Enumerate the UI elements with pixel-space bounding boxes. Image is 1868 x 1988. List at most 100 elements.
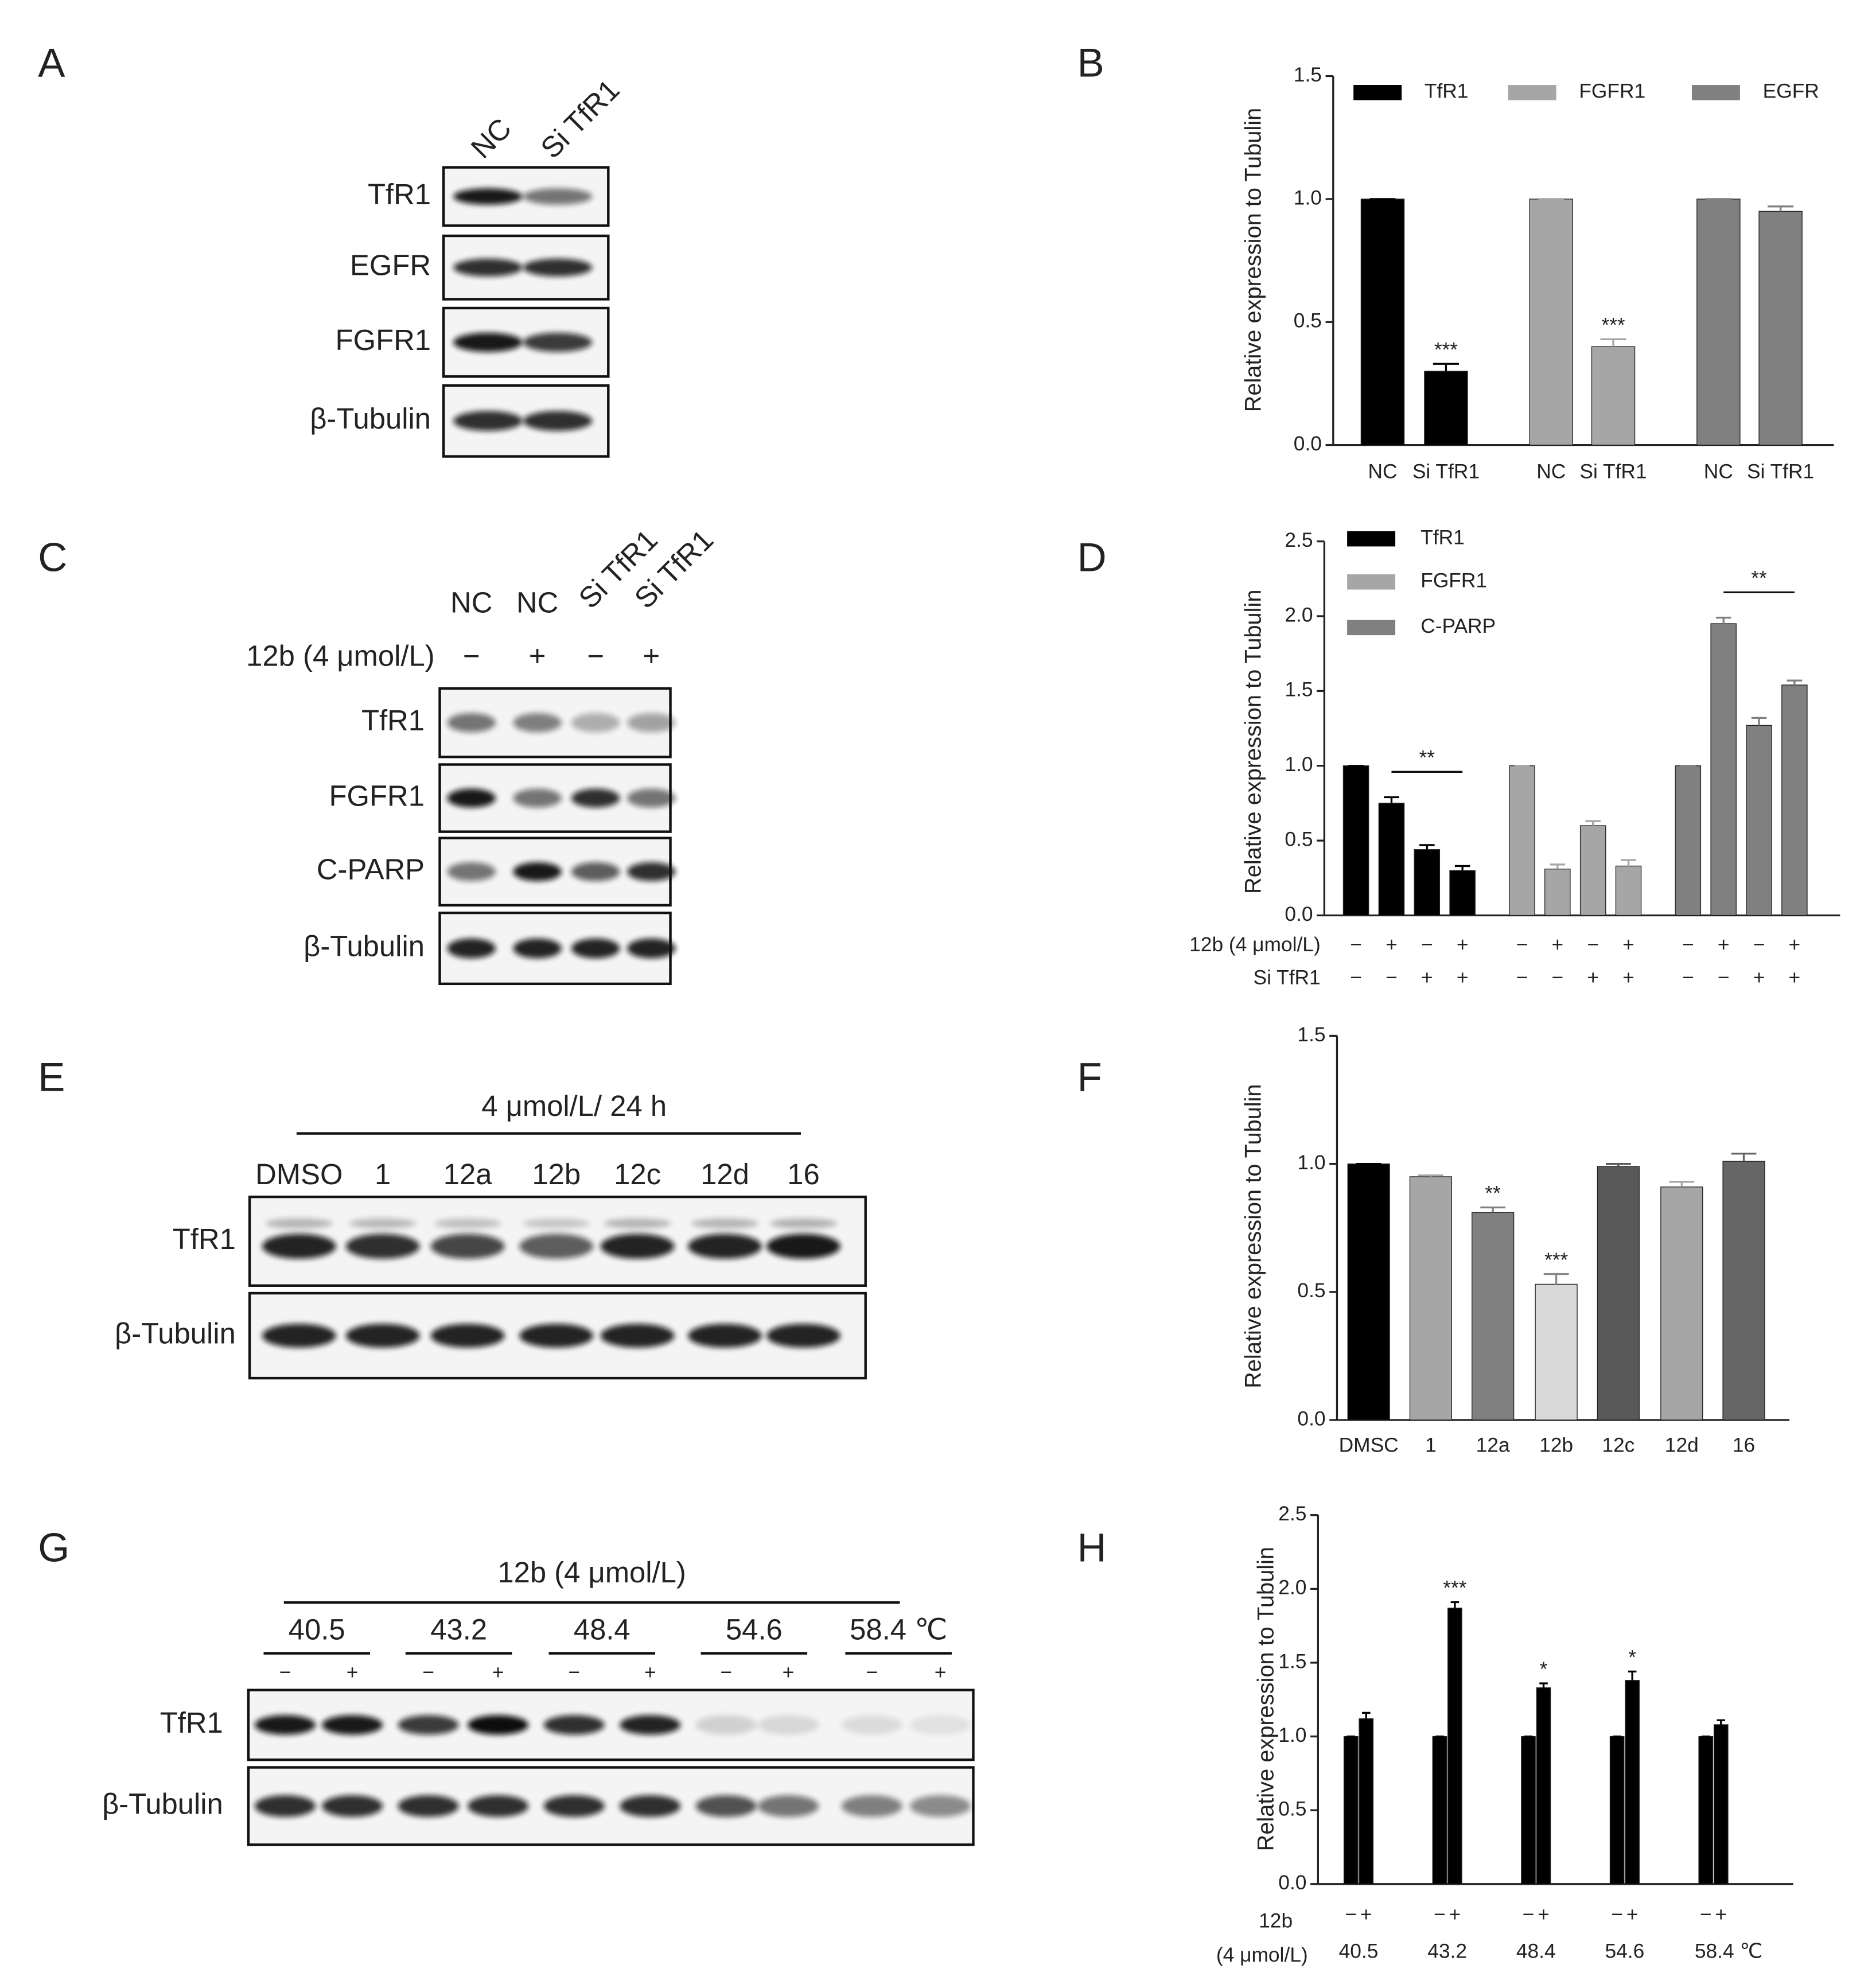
blot-band [430, 1234, 505, 1259]
row-sign: + [1587, 966, 1599, 989]
y-tick-label: 1.0 [1278, 1724, 1306, 1746]
error-bar [1543, 1273, 1569, 1285]
x-tick-label: + [1715, 1903, 1727, 1925]
legend-swatch [1347, 620, 1396, 636]
bar [1696, 199, 1741, 446]
panel-label: C [38, 534, 67, 579]
blot-band [523, 332, 593, 352]
row-sign: + [1753, 966, 1765, 989]
row-sign: − [1516, 933, 1528, 956]
bar [1359, 1718, 1374, 1885]
error-bar [1419, 844, 1435, 850]
blot-band [519, 1234, 594, 1259]
row-sign: + [1718, 933, 1730, 956]
y-tick-label: 0.0 [1278, 1872, 1306, 1894]
panel-label: F [1077, 1054, 1102, 1099]
blot-row-label: β-Tubulin [303, 929, 425, 962]
bar [1360, 199, 1405, 446]
treatment-sign: + [529, 639, 546, 672]
treatment-sign: − [568, 1661, 580, 1683]
x-tick-label: NC [1536, 461, 1566, 483]
row-label: 12b (4 μmol/L) [1189, 933, 1321, 956]
lane-label: DMSO [255, 1158, 343, 1191]
error-bar [1384, 796, 1399, 803]
bar [1713, 1724, 1729, 1885]
y-tick-label: 2.5 [1285, 529, 1313, 551]
x-tick-label: − [1700, 1903, 1712, 1925]
blot-band [766, 1234, 840, 1259]
row-sign: + [1457, 933, 1469, 956]
temperature-label: 43.2 [430, 1613, 487, 1645]
x-tick-label: 12b [1539, 1434, 1573, 1457]
blot-row-label: TfR1 [361, 704, 425, 737]
y-axis-label: Relative expression to Tubulin [1240, 108, 1266, 412]
treatment-sign: + [644, 1661, 656, 1683]
temperature-label: 48.4 [574, 1613, 631, 1645]
panel-label: E [38, 1054, 65, 1099]
error-bar [1731, 1153, 1757, 1162]
lane-label: 12d [701, 1158, 749, 1191]
error-bar [1751, 717, 1767, 726]
row-label: (4 μmol/L) [1216, 1944, 1308, 1966]
blot-band [453, 411, 523, 431]
legend-label: TfR1 [1421, 527, 1465, 549]
significance-label: ** [1485, 1182, 1501, 1205]
blot-band [571, 713, 620, 733]
treatment-sign: − [422, 1661, 434, 1683]
significance-label: * [1540, 1658, 1548, 1680]
y-tick-label: 1.5 [1297, 1024, 1325, 1046]
legend-label: FGFR1 [1579, 80, 1645, 103]
blot-band [523, 188, 593, 205]
treatment-sign: − [279, 1661, 291, 1683]
row-label: Si TfR1 [1254, 966, 1321, 989]
x-tick-label: − [1611, 1903, 1623, 1925]
row-sign: + [1622, 966, 1635, 989]
y-tick-label: 1.5 [1285, 679, 1313, 701]
legend-swatch [1353, 85, 1402, 100]
bar [1347, 1163, 1390, 1421]
blot-band [691, 1218, 758, 1229]
x-tick-label: − [1523, 1903, 1535, 1925]
x-tick-label: Si TfR1 [1579, 461, 1647, 483]
temperature-label: 40.5 [289, 1613, 345, 1645]
x-tick-label: + [1360, 1903, 1372, 1925]
y-tick-label: 2.0 [1285, 604, 1313, 626]
error-bar [1669, 1181, 1695, 1187]
blot-band [695, 1795, 757, 1817]
blot-header: 4 μmol/L/ 24 h [481, 1090, 667, 1122]
y-tick-label: 0.5 [1297, 1279, 1325, 1302]
significance-label: *** [1434, 339, 1458, 361]
bar [1409, 1176, 1453, 1421]
treatment-sign: + [783, 1661, 795, 1683]
row-sign: − [1753, 933, 1765, 956]
lane-label: 12c [614, 1158, 661, 1191]
panel-label: B [1077, 40, 1104, 85]
blot-band [543, 1795, 605, 1817]
blot-row-label: TfR1 [173, 1223, 236, 1255]
bar [1472, 1212, 1515, 1421]
blot-band [254, 1715, 316, 1735]
bar [1529, 199, 1573, 446]
row-sign: + [1421, 966, 1433, 989]
blot-band [519, 1324, 594, 1348]
blot-band [430, 1324, 505, 1348]
x-tick-label: + [1449, 1903, 1461, 1925]
blot-band [571, 938, 620, 959]
error-bar [1585, 820, 1601, 826]
blot-row-label: FGFR1 [329, 779, 425, 812]
blot-row-label: C-PARP [317, 853, 425, 886]
blot-band [543, 1715, 605, 1735]
bar [1781, 684, 1808, 916]
error-bar [1600, 338, 1626, 347]
bar [1544, 868, 1571, 916]
blot-band [604, 1218, 671, 1229]
blot-band [322, 1795, 383, 1817]
treatment-sign: − [720, 1661, 732, 1683]
blot-band [513, 862, 562, 881]
treatment-sign: − [587, 639, 604, 672]
blot-band [600, 1324, 675, 1348]
blot-band [909, 1795, 971, 1817]
blot-band [322, 1715, 383, 1735]
blot-band [523, 258, 593, 277]
blot-band [447, 788, 496, 808]
